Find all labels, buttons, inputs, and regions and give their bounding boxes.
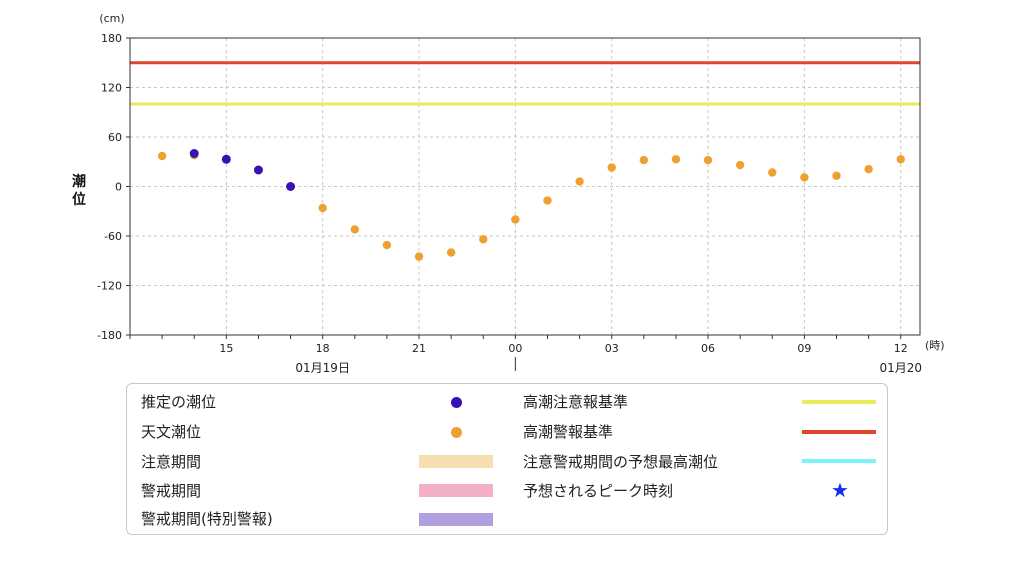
astronomical-tide-point bbox=[479, 235, 488, 244]
astronomical-tide-point bbox=[768, 168, 777, 177]
y-tick-label: 0 bbox=[115, 181, 122, 194]
legend-swatch-estimated-tide bbox=[451, 397, 462, 408]
astronomical-tide-point bbox=[414, 252, 424, 261]
legend-swatch-astronomical-tide bbox=[451, 427, 462, 438]
astronomical-tide-point bbox=[896, 155, 905, 164]
astronomical-tide-point bbox=[607, 163, 616, 172]
astronomical-tide-point bbox=[832, 171, 841, 180]
y-unit-label: (cm) bbox=[99, 12, 124, 25]
astronomical-tide-point bbox=[543, 196, 552, 205]
legend-swatch-warning-period bbox=[419, 484, 493, 497]
star-icon: ★ bbox=[831, 478, 849, 502]
legend-label-estimated-tide: 推定の潮位 bbox=[141, 393, 217, 411]
legend-label-caution-period: 注意期間 bbox=[141, 453, 202, 471]
legend-swatch-caution-period bbox=[419, 455, 493, 468]
legend-label-storm-surge-advisory: 高潮注意報基準 bbox=[523, 393, 629, 411]
astronomical-tide-point bbox=[800, 173, 809, 182]
legend-swatch-storm-surge-warning bbox=[802, 430, 876, 434]
x-tick-label: 18 bbox=[316, 342, 330, 355]
grid bbox=[130, 38, 920, 335]
legend-label-storm-surge-warning: 高潮警報基準 bbox=[523, 423, 614, 441]
date-label: 01月20 bbox=[879, 361, 922, 375]
astronomical-tide-point bbox=[703, 155, 713, 165]
astronomical-tide-point bbox=[864, 164, 873, 174]
x-tick-label: 06 bbox=[701, 342, 715, 355]
legend-swatch-storm-surge-advisory bbox=[802, 400, 876, 404]
axes: 180 120 60 0 -60 -120 -180 15 18 21 00 03 06 09 12 (cm)… bbox=[72, 12, 945, 375]
astronomical-tide-point bbox=[575, 177, 584, 186]
data-points bbox=[157, 149, 905, 261]
estimated-tide-point bbox=[221, 154, 231, 164]
astronomical-tide-point bbox=[157, 151, 167, 161]
astronomical-tide-point bbox=[382, 240, 392, 250]
x-tick-label: 03 bbox=[605, 342, 619, 355]
x-unit-label: (時) bbox=[925, 339, 945, 352]
y-tick-label: 60 bbox=[108, 131, 122, 144]
estimated-tide-point bbox=[253, 165, 263, 175]
y-tick-label: 120 bbox=[101, 82, 122, 95]
y-axis-label: 潮 bbox=[72, 173, 86, 190]
estimated-tide-point bbox=[286, 182, 296, 191]
y-axis-label: 位 bbox=[72, 191, 86, 208]
astronomical-tide-point bbox=[350, 225, 359, 234]
legend-swatch-special-warning-period bbox=[419, 513, 493, 526]
legend: 推定の潮位 天文潮位 注意期間 警戒期間 警戒期間(特別警報) 高潮注意報基準 … bbox=[126, 383, 888, 535]
astronomical-tide-point bbox=[446, 248, 456, 257]
plot-frame bbox=[129, 37, 921, 336]
legend-swatch-forecast-max-tide bbox=[802, 459, 876, 463]
y-tick-label: -120 bbox=[97, 280, 122, 293]
x-tick-label: 09 bbox=[797, 342, 811, 355]
reference-lines bbox=[130, 61, 920, 106]
astronomical-tide-point bbox=[671, 155, 681, 164]
legend-label-warning-period: 警戒期間 bbox=[141, 482, 202, 500]
legend-label-astronomical-tide: 天文潮位 bbox=[141, 423, 202, 441]
astronomical-tide-point bbox=[318, 203, 327, 213]
legend-label-peak-time: 予想されるピーク時刻 bbox=[523, 482, 674, 500]
y-tick-label: -60 bbox=[104, 230, 122, 243]
x-tick-label: 15 bbox=[219, 342, 233, 355]
x-tick-label: 21 bbox=[412, 342, 426, 355]
astronomical-tide-point bbox=[511, 215, 520, 224]
tide-chart: 180 120 60 0 -60 -120 -180 15 18 21 00 03 06 09 12 (cm)… bbox=[72, 12, 945, 375]
x-tick-label: 00 bbox=[508, 342, 522, 355]
legend-label-special-warning-period: 警戒期間(特別警報) bbox=[141, 510, 273, 528]
astronomical-tide-point bbox=[735, 160, 745, 170]
estimated-tide-point bbox=[189, 149, 199, 158]
date-label: 01月19日 bbox=[295, 361, 350, 375]
x-tick-label: 12 bbox=[894, 342, 908, 355]
y-tick-label: 180 bbox=[101, 32, 122, 45]
y-tick-label: -180 bbox=[97, 329, 122, 342]
astronomical-tide-point bbox=[639, 155, 649, 165]
legend-label-forecast-max-tide: 注意警戒期間の予想最高潮位 bbox=[523, 453, 719, 471]
